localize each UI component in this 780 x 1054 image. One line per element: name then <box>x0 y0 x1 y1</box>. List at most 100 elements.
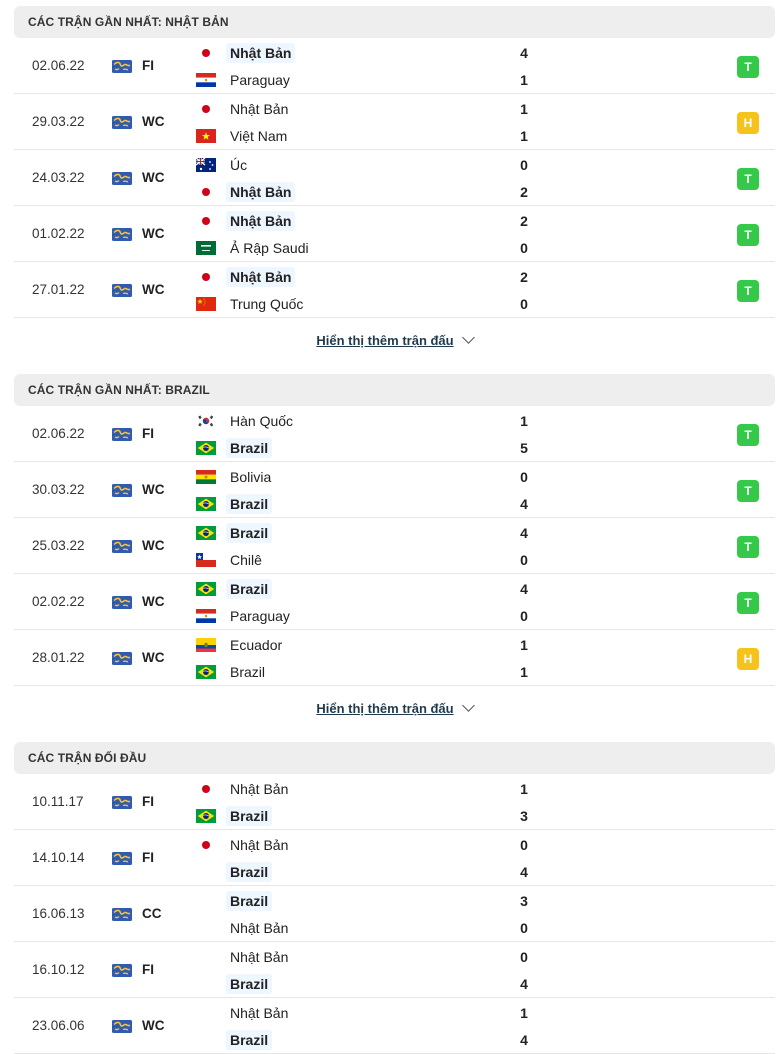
paraguay-flag-icon <box>196 73 216 87</box>
away-team[interactable]: Paraguay <box>196 68 294 92</box>
home-score: 0 <box>520 469 528 485</box>
home-team[interactable]: Úc <box>195 153 251 177</box>
home-score: 1 <box>520 413 528 429</box>
home-team[interactable]: Brazil <box>196 521 273 545</box>
away-team[interactable]: Brazil <box>196 860 273 884</box>
show-more-link[interactable]: Hiển thị thêm trận đấu <box>14 699 775 716</box>
matches-section: CÁC TRẬN GẦN NHẤT: NHẬT BẢN 02.06.22 FI Nhậ… <box>14 6 775 348</box>
match-date: 23.06.06 <box>32 1018 85 1033</box>
result-badge: H <box>737 112 759 134</box>
match-row[interactable]: 28.01.22 WC Ecuador 1 Brazil 1 H <box>14 630 775 686</box>
home-team[interactable]: Nhật Bản <box>196 41 296 65</box>
australia-flag-icon <box>195 157 216 172</box>
match-row[interactable]: 23.06.06 WC Nhật Bản 1 Brazil 4 <box>14 998 775 1054</box>
away-team[interactable]: Nhật Bản <box>196 916 292 940</box>
korea-flag-icon <box>196 414 216 428</box>
home-team[interactable]: Nhật Bản <box>196 97 292 121</box>
home-team[interactable]: Bolivia <box>196 465 275 489</box>
home-team[interactable]: Nhật Bản <box>196 265 296 289</box>
competition-icon <box>112 428 132 441</box>
match-row[interactable]: 30.03.22 WC Bolivia 0 Brazil 4 T <box>14 462 775 518</box>
away-team[interactable]: Brazil <box>196 492 273 516</box>
match-row[interactable]: 01.02.22 WC Nhật Bản 2 Ả Rập Saudi 0 T <box>14 206 775 262</box>
away-team[interactable]: Brazil <box>196 436 273 460</box>
away-team[interactable]: Paraguay <box>196 604 294 628</box>
competition-icon <box>112 596 132 609</box>
home-score: 4 <box>520 45 528 61</box>
match-row[interactable]: 10.11.17 FI Nhật Bản 1 Brazil 3 <box>14 774 775 830</box>
vietnam-flag-icon <box>196 129 216 143</box>
match-row[interactable]: 27.01.22 WC Nhật Bản 2 Trung Quốc 0 T <box>14 262 775 318</box>
competition-code: CC <box>142 906 162 921</box>
result-badge: H <box>737 648 759 670</box>
away-team[interactable]: Ả Rập Saudi <box>196 236 313 260</box>
show-more-link[interactable]: Hiển thị thêm trận đấu <box>14 331 775 348</box>
home-team[interactable]: Nhật Bản <box>196 209 296 233</box>
home-team[interactable]: Brazil <box>196 889 273 913</box>
home-team[interactable]: Nhật Bản <box>196 777 292 801</box>
saudi-flag-icon <box>196 241 216 255</box>
home-team[interactable]: Nhật Bản <box>196 833 292 857</box>
competition-code: WC <box>142 226 165 241</box>
home-team[interactable]: Hàn Quốc <box>196 409 297 433</box>
team-name: Úc <box>230 157 248 173</box>
team-name: Ả Rập Saudi <box>230 240 309 256</box>
home-team[interactable]: Nhật Bản <box>196 1001 292 1025</box>
match-row[interactable]: 29.03.22 WC Nhật Bản 1 Việt Nam 1 H <box>14 94 775 150</box>
home-team[interactable]: Brazil <box>196 577 273 601</box>
chevron-down-icon <box>461 699 475 712</box>
match-date: 25.03.22 <box>32 538 85 553</box>
match-date: 16.10.12 <box>32 962 85 977</box>
match-date: 02.06.22 <box>32 58 85 73</box>
team-name: Nhật Bản <box>230 837 289 853</box>
competition-icon <box>112 652 132 665</box>
team-name: Ecuador <box>230 637 283 653</box>
result-badge: T <box>737 56 759 78</box>
match-row[interactable]: 16.06.13 CC Brazil 3 Nhật Bản 0 <box>14 886 775 942</box>
match-row[interactable]: 24.03.22 WC Úc 0 Nhật Bản 2 T <box>14 150 775 206</box>
team-name: Brazil <box>226 974 273 994</box>
away-score: 4 <box>520 864 528 880</box>
match-date: 28.01.22 <box>32 650 85 665</box>
away-score: 0 <box>520 240 528 256</box>
away-team[interactable]: Brazil <box>196 972 273 996</box>
home-score: 2 <box>520 213 528 229</box>
match-row[interactable]: 25.03.22 WC Brazil 4 Chilê 0 T <box>14 518 775 574</box>
result-badge: T <box>737 592 759 614</box>
home-team[interactable]: Nhật Bản <box>196 945 292 969</box>
section-title: CÁC TRẬN GẦN NHẤT: BRAZIL <box>14 374 775 406</box>
show-more-label: Hiển thị thêm trận đấu <box>316 701 454 716</box>
chevron-down-icon <box>461 331 475 344</box>
home-score: 4 <box>520 581 528 597</box>
away-team[interactable]: Trung Quốc <box>196 292 307 316</box>
away-team[interactable]: Chilê <box>196 548 266 572</box>
away-team[interactable]: Brazil <box>196 804 273 828</box>
away-team[interactable]: Nhật Bản <box>196 180 296 204</box>
match-row[interactable]: 02.02.22 WC Brazil 4 Paraguay 0 T <box>14 574 775 630</box>
paraguay-flag-icon <box>196 609 216 623</box>
result-badge: T <box>737 480 759 502</box>
away-score: 0 <box>520 920 528 936</box>
competition-icon <box>112 228 132 241</box>
home-team[interactable]: Ecuador <box>196 633 286 657</box>
brazil-flag-icon <box>196 441 216 455</box>
away-score: 4 <box>520 976 528 992</box>
away-team[interactable]: Việt Nam <box>196 124 291 148</box>
competition-code: WC <box>142 1018 165 1033</box>
result-badge: T <box>737 536 759 558</box>
match-date: 29.03.22 <box>32 114 85 129</box>
brazil-flag-icon <box>196 665 216 679</box>
competition-code: WC <box>142 114 165 129</box>
away-team[interactable]: Brazil <box>196 660 269 684</box>
match-row[interactable]: 02.06.22 FI Hàn Quốc 1 Brazil 5 T <box>14 406 775 462</box>
match-date: 24.03.22 <box>32 170 85 185</box>
team-name: Nhật Bản <box>226 182 296 202</box>
match-row[interactable]: 16.10.12 FI Nhật Bản 0 Brazil 4 <box>14 942 775 998</box>
team-name: Paraguay <box>230 72 290 88</box>
home-score: 1 <box>520 637 528 653</box>
match-row[interactable]: 02.06.22 FI Nhật Bản 4 Paraguay 1 T <box>14 38 775 94</box>
away-team[interactable]: Brazil <box>196 1028 273 1052</box>
away-score: 0 <box>520 296 528 312</box>
match-row[interactable]: 14.10.14 FI Nhật Bản 0 Brazil 4 <box>14 830 775 886</box>
match-date: 01.02.22 <box>32 226 85 241</box>
